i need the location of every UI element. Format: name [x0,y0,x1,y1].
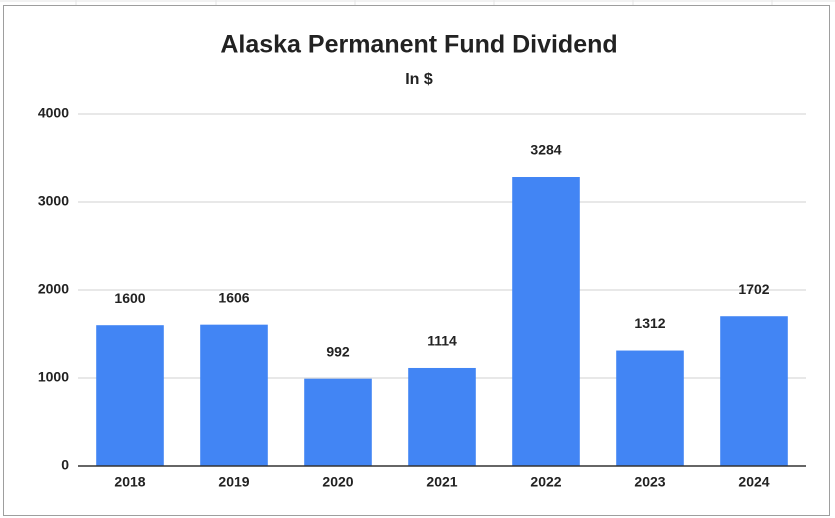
data-label: 992 [326,343,350,359]
y-tick-label: 4000 [38,105,69,121]
x-tick-label: 2023 [634,474,665,490]
bar [616,350,684,466]
chart-title: Alaska Permanent Fund Dividend [220,31,617,59]
x-tick-label: 2018 [114,474,145,490]
x-tick-label: 2022 [530,474,561,490]
data-label: 3284 [530,142,561,158]
data-label: 1114 [427,333,457,349]
y-tick-label: 1000 [38,369,69,385]
chart-subtitle: In $ [405,71,433,88]
x-tick-label: 2024 [738,474,769,490]
bar [720,316,788,466]
y-tick-label: 2000 [38,281,69,297]
spreadsheet-background [0,0,835,6]
data-label: 1702 [738,281,769,297]
bar [96,325,164,466]
bar [408,367,476,466]
bar [304,378,372,466]
data-label: 1606 [218,289,249,305]
bar [512,177,580,466]
data-label: 1312 [634,315,665,331]
data-label: 1600 [114,290,145,306]
x-tick-label: 2019 [218,474,249,490]
x-tick-label: 2020 [322,474,353,490]
x-tick-label: 2021 [426,474,457,490]
y-tick-label: 3000 [38,193,69,209]
bar [200,324,268,466]
y-tick-label: 0 [61,457,69,473]
